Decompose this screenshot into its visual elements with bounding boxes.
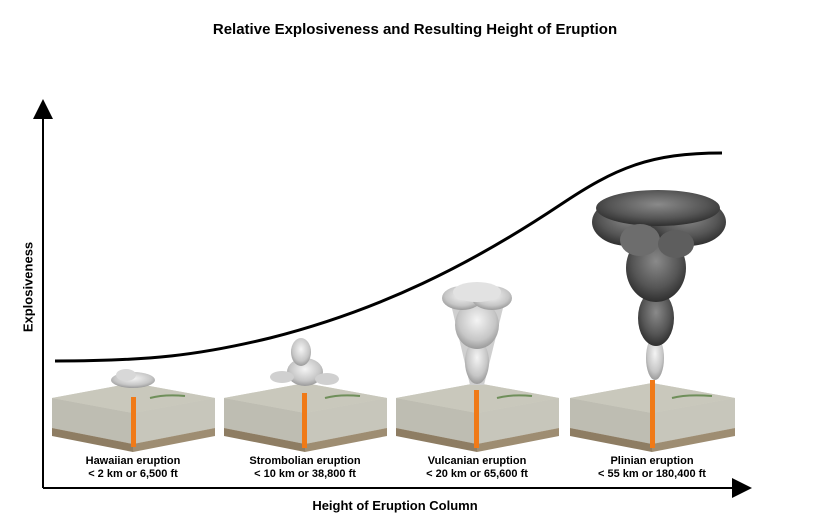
x-axis-label: Height of Eruption Column [312,498,478,513]
diagram-title: Relative Explosiveness and Resulting Hei… [212,21,618,38]
strombolian-volcano-illustration [224,338,387,452]
plinian-height: < 55 km or 180,400 ft [598,468,706,480]
vulcanian-name: Vulcanian eruption [427,455,527,467]
strombolian-height: < 10 km or 38,800 ft [254,468,356,480]
explosiveness-curve [54,151,723,363]
plinian-name: Plinian eruption [610,455,694,467]
hawaiian-name: Hawaiian eruption [85,455,181,467]
y-axis-label: Explosiveness [20,241,36,333]
vulcanian-volcano-illustration [396,282,559,452]
hawaiian-height: < 2 km or 6,500 ft [88,468,178,480]
strombolian-name: Strombolian eruption [249,455,361,467]
vulcanian-caption: Vulcanian eruption < 20 km or 65,600 ft [392,455,562,481]
plinian-volcano-illustration [570,190,735,452]
hawaiian-caption: Hawaiian eruption < 2 km or 6,500 ft [48,455,218,481]
vulcanian-height: < 20 km or 65,600 ft [426,468,528,480]
hawaiian-volcano-illustration [52,369,215,452]
strombolian-caption: Strombolian eruption < 10 km or 38,800 f… [220,455,390,481]
plinian-caption: Plinian eruption < 55 km or 180,400 ft [567,455,737,481]
